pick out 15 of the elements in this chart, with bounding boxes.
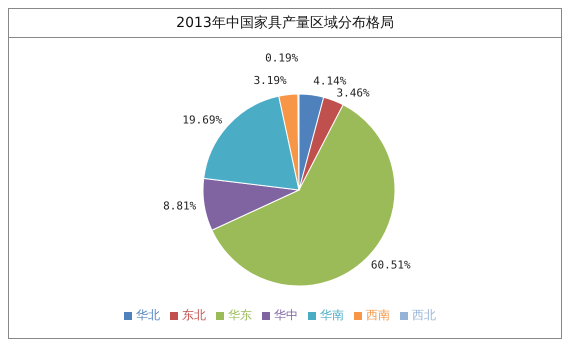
legend-label: 华北 — [136, 308, 160, 322]
legend-label: 西南 — [366, 308, 390, 322]
legend-label: 东北 — [182, 308, 206, 322]
legend-label: 华南 — [320, 308, 344, 322]
chart-title: 2013年中国家具产量区域分布格局 — [9, 9, 561, 38]
legend-label: 西北 — [412, 308, 436, 322]
data-label: 60.51% — [370, 258, 411, 272]
data-label: 3.46% — [336, 86, 370, 100]
data-label: 19.69% — [182, 113, 223, 126]
data-label: 8.81% — [163, 200, 197, 213]
data-label: 4.14% — [313, 74, 347, 88]
data-label: 0.19% — [265, 52, 299, 64]
legend-label: 华东 — [228, 308, 252, 322]
legend-label: 华中 — [274, 308, 298, 322]
data-label: 3.19% — [254, 74, 288, 88]
